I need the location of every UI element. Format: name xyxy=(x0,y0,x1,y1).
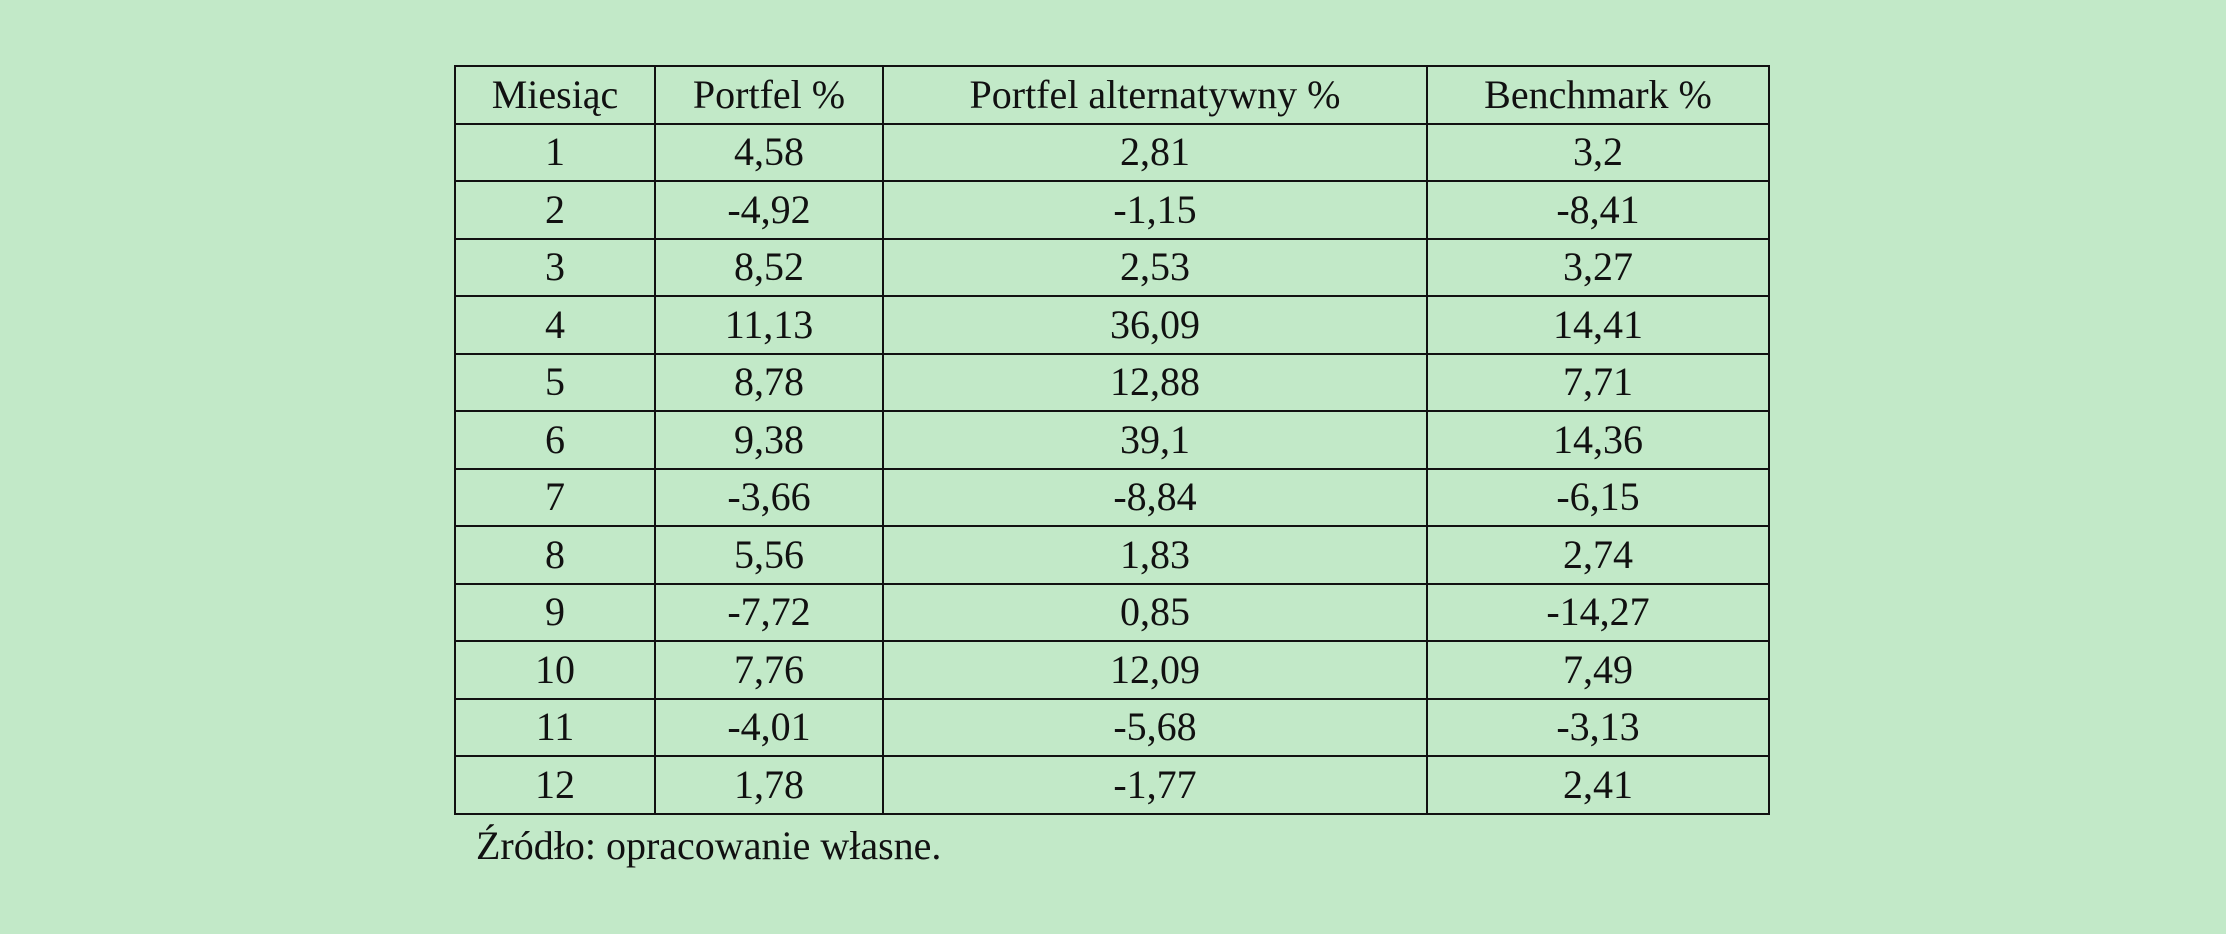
header-alt-portfolio: Portfel alternatywny % xyxy=(882,65,1428,125)
cell-month: 11 xyxy=(454,697,656,757)
header-portfolio: Portfel % xyxy=(654,65,884,125)
cell-benchmark: -8,41 xyxy=(1426,180,1770,240)
table-row: 3 8,52 2,53 3,27 xyxy=(454,237,1770,297)
cell-portfolio: -4,92 xyxy=(654,180,884,240)
cell-alt-portfolio: 2,53 xyxy=(882,237,1428,297)
header-month: Miesiąc xyxy=(454,65,656,125)
cell-alt-portfolio: 1,83 xyxy=(882,525,1428,585)
cell-benchmark: 2,41 xyxy=(1426,755,1770,815)
header-benchmark: Benchmark % xyxy=(1426,65,1770,125)
table-row: 4 11,13 36,09 14,41 xyxy=(454,295,1770,355)
cell-alt-portfolio: -1,15 xyxy=(882,180,1428,240)
table-row: 6 9,38 39,1 14,36 xyxy=(454,410,1770,470)
cell-benchmark: -14,27 xyxy=(1426,582,1770,642)
cell-portfolio: 1,78 xyxy=(654,755,884,815)
cell-portfolio: 8,52 xyxy=(654,237,884,297)
cell-month: 7 xyxy=(454,467,656,527)
cell-month: 3 xyxy=(454,237,656,297)
cell-benchmark: 14,41 xyxy=(1426,295,1770,355)
table-header-row: Miesiąc Portfel % Portfel alternatywny %… xyxy=(454,65,1770,125)
cell-alt-portfolio: 39,1 xyxy=(882,410,1428,470)
table-row: 8 5,56 1,83 2,74 xyxy=(454,525,1770,585)
cell-month: 1 xyxy=(454,122,656,182)
cell-benchmark: 2,74 xyxy=(1426,525,1770,585)
cell-month: 6 xyxy=(454,410,656,470)
cell-alt-portfolio: -8,84 xyxy=(882,467,1428,527)
cell-alt-portfolio: 36,09 xyxy=(882,295,1428,355)
table-row: 7 -3,66 -8,84 -6,15 xyxy=(454,467,1770,527)
source-caption: Źródło: opracowanie własne. xyxy=(476,823,942,868)
cell-month: 12 xyxy=(454,755,656,815)
cell-alt-portfolio: -1,77 xyxy=(882,755,1428,815)
cell-month: 8 xyxy=(454,525,656,585)
cell-month: 4 xyxy=(454,295,656,355)
cell-portfolio: 4,58 xyxy=(654,122,884,182)
table-row: 5 8,78 12,88 7,71 xyxy=(454,352,1770,412)
cell-portfolio: -3,66 xyxy=(654,467,884,527)
table-row: 11 -4,01 -5,68 -3,13 xyxy=(454,697,1770,757)
table-row: 12 1,78 -1,77 2,41 xyxy=(454,755,1770,815)
table-row: 9 -7,72 0,85 -14,27 xyxy=(454,582,1770,642)
cell-alt-portfolio: -5,68 xyxy=(882,697,1428,757)
cell-benchmark: 3,2 xyxy=(1426,122,1770,182)
cell-portfolio: 5,56 xyxy=(654,525,884,585)
cell-benchmark: 7,71 xyxy=(1426,352,1770,412)
cell-alt-portfolio: 2,81 xyxy=(882,122,1428,182)
cell-portfolio: 7,76 xyxy=(654,640,884,700)
cell-month: 9 xyxy=(454,582,656,642)
table-row: 10 7,76 12,09 7,49 xyxy=(454,640,1770,700)
cell-portfolio: -7,72 xyxy=(654,582,884,642)
table-row: 2 -4,92 -1,15 -8,41 xyxy=(454,180,1770,240)
cell-month: 10 xyxy=(454,640,656,700)
cell-portfolio: 11,13 xyxy=(654,295,884,355)
cell-benchmark: 14,36 xyxy=(1426,410,1770,470)
cell-benchmark: -6,15 xyxy=(1426,467,1770,527)
cell-portfolio: 8,78 xyxy=(654,352,884,412)
cell-benchmark: -3,13 xyxy=(1426,697,1770,757)
cell-month: 2 xyxy=(454,180,656,240)
table-body: 1 4,58 2,81 3,2 2 -4,92 -1,15 -8,41 3 8,52 2,53 3,2… xyxy=(454,122,1770,815)
cell-month: 5 xyxy=(454,352,656,412)
cell-benchmark: 3,27 xyxy=(1426,237,1770,297)
cell-portfolio: -4,01 xyxy=(654,697,884,757)
cell-benchmark: 7,49 xyxy=(1426,640,1770,700)
cell-portfolio: 9,38 xyxy=(654,410,884,470)
cell-alt-portfolio: 12,09 xyxy=(882,640,1428,700)
cell-alt-portfolio: 0,85 xyxy=(882,582,1428,642)
table-row: 1 4,58 2,81 3,2 xyxy=(454,122,1770,182)
cell-alt-portfolio: 12,88 xyxy=(882,352,1428,412)
returns-table: Miesiąc Portfel % Portfel alternatywny %… xyxy=(454,65,1770,815)
